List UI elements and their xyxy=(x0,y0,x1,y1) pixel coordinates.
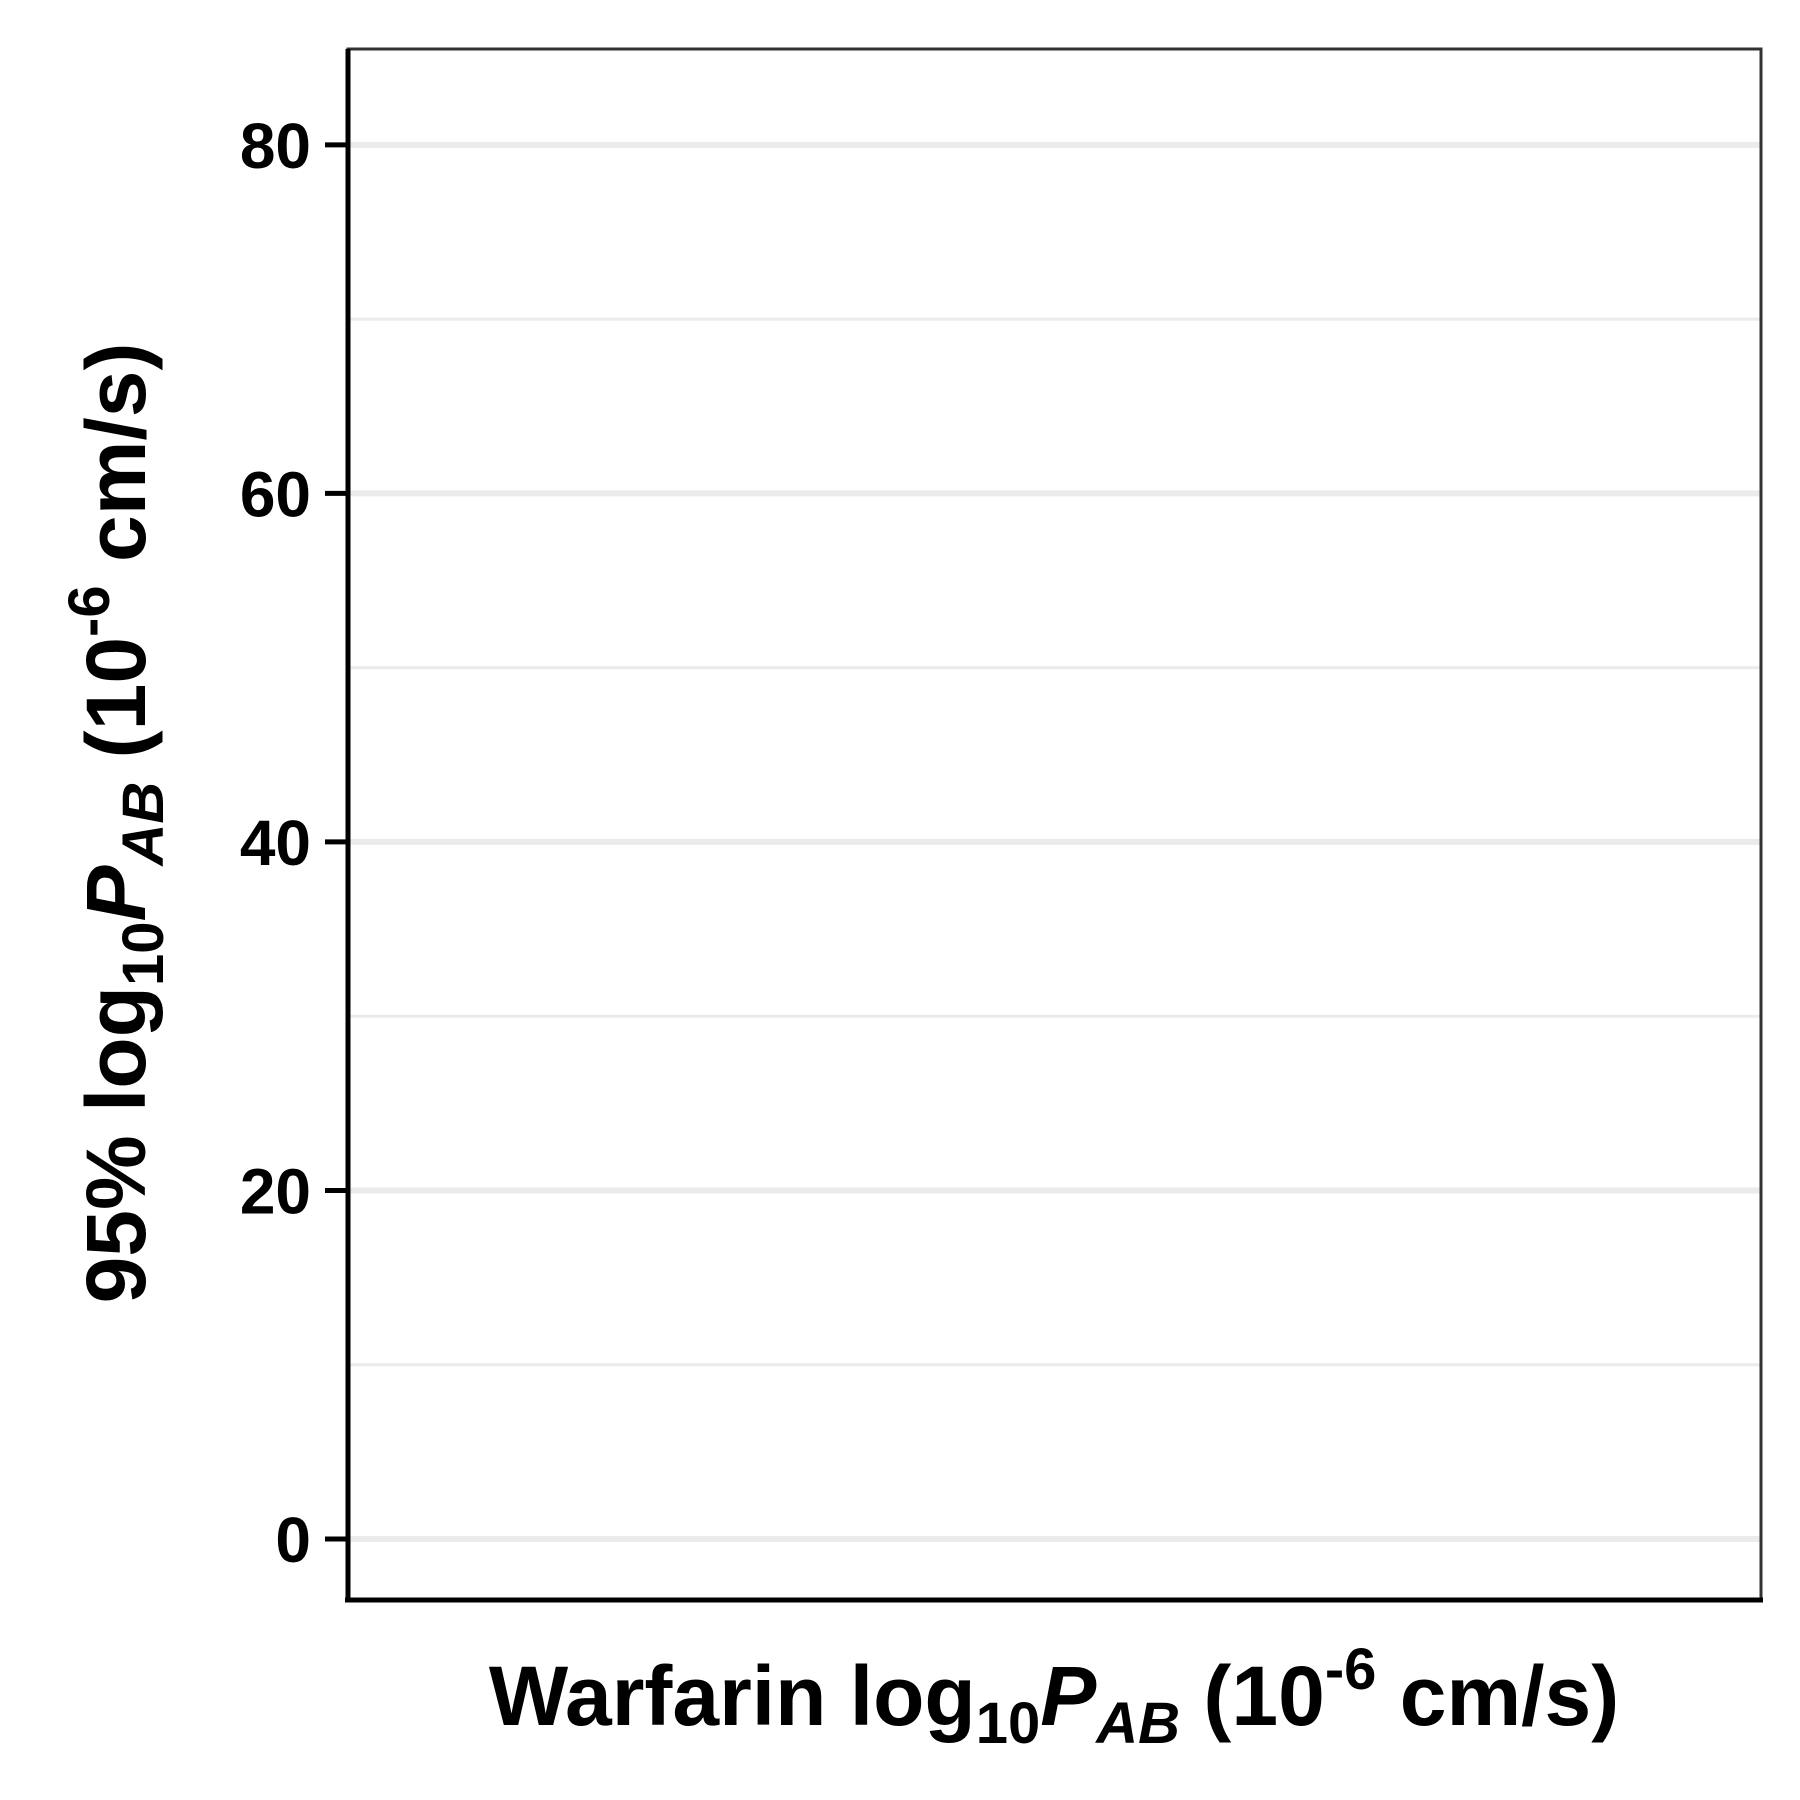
x-axis-title-prefix: Warfarin log xyxy=(489,1649,976,1743)
y-axis-title-prefix: 95% log xyxy=(69,986,163,1303)
y-axis-title-unit-exponent: -6 xyxy=(57,585,122,637)
y-tick-label: 80 xyxy=(240,110,311,182)
panel-border xyxy=(346,47,1763,1602)
y-tick-label: 60 xyxy=(240,458,311,530)
x-axis-title-variable-subscript: AB xyxy=(1094,1691,1180,1756)
x-axis-title-unit-exponent: -6 xyxy=(1325,1637,1377,1702)
x-axis-title: Warfarin log10PAB (10-6 cm/s) xyxy=(489,1637,1619,1756)
x-axis-title-variable: P xyxy=(1040,1649,1097,1743)
y-axis-title-unit-close: cm/s) xyxy=(69,343,163,586)
y-tick-label: 0 xyxy=(275,1504,311,1576)
y-axis-title-unit-open: (10 xyxy=(69,637,163,782)
y-axis-title-variable: P xyxy=(69,864,163,921)
y-axis-title-variable-subscript: AB xyxy=(111,782,176,868)
x-axis-title-unit-open: (10 xyxy=(1180,1649,1325,1743)
x-axis-title-log-base: 10 xyxy=(976,1691,1041,1756)
y-tick-label: 20 xyxy=(240,1155,311,1227)
y-axis-title: 95% log10PAB (10-6 cm/s) xyxy=(57,343,176,1304)
y-tick-label: 40 xyxy=(240,807,311,879)
grid-layer xyxy=(348,141,1761,1543)
y-axis-title-log-base: 10 xyxy=(111,921,176,986)
y-tick-layer: 0 20 40 60 80 xyxy=(240,110,348,1576)
x-axis-title-unit-close: cm/s) xyxy=(1376,1649,1619,1743)
